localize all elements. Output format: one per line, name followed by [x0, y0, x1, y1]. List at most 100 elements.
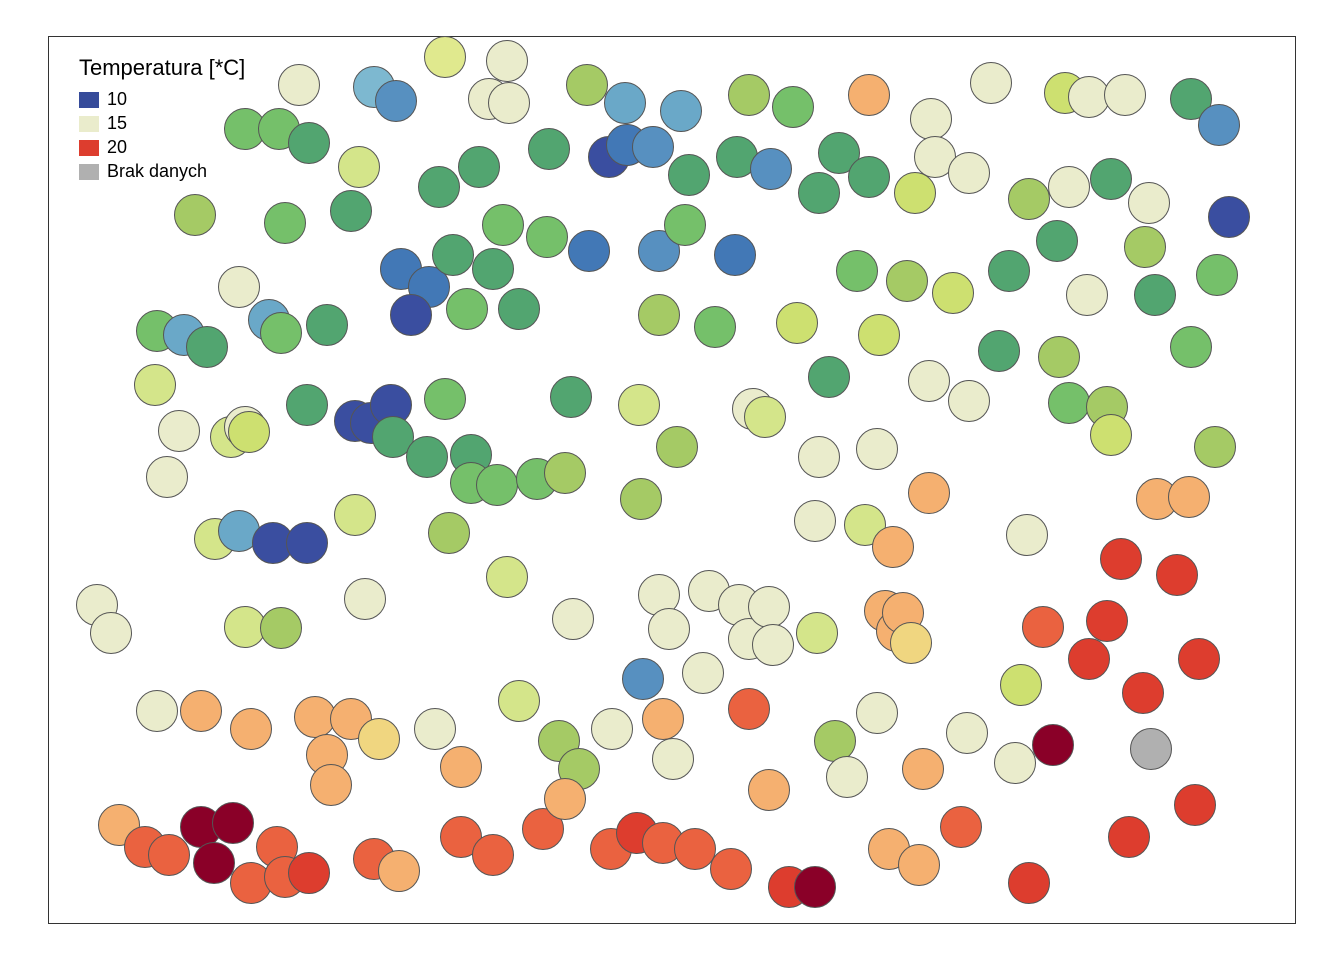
- data-point: [908, 472, 950, 514]
- data-point: [948, 152, 990, 194]
- data-point: [406, 436, 448, 478]
- data-point: [748, 769, 790, 811]
- data-point: [652, 738, 694, 780]
- data-point: [286, 522, 328, 564]
- data-point: [1036, 220, 1078, 262]
- data-point: [1170, 326, 1212, 368]
- data-point: [796, 612, 838, 654]
- data-point: [668, 154, 710, 196]
- data-point: [908, 360, 950, 402]
- data-point: [566, 64, 608, 106]
- data-point: [1168, 476, 1210, 518]
- data-point: [618, 384, 660, 426]
- legend-item-1: 15: [79, 113, 245, 134]
- data-point: [278, 64, 320, 106]
- plot-area: Temperatura [*C] 101520Brak danych: [48, 36, 1296, 924]
- data-point: [1048, 382, 1090, 424]
- data-point: [428, 512, 470, 554]
- data-point: [310, 764, 352, 806]
- legend-swatch: [79, 116, 99, 132]
- data-point: [848, 74, 890, 116]
- legend-label: 20: [107, 137, 127, 158]
- data-point: [544, 452, 586, 494]
- data-point: [794, 500, 836, 542]
- legend-item-2: 20: [79, 137, 245, 158]
- data-point: [682, 652, 724, 694]
- data-point: [193, 842, 235, 884]
- data-point: [932, 272, 974, 314]
- data-point: [836, 250, 878, 292]
- data-point: [446, 288, 488, 330]
- data-point: [714, 234, 756, 276]
- data-point: [498, 288, 540, 330]
- data-point: [744, 396, 786, 438]
- data-point: [358, 718, 400, 760]
- data-point: [1208, 196, 1250, 238]
- data-point: [486, 40, 528, 82]
- data-point: [808, 356, 850, 398]
- legend-label: Brak danych: [107, 161, 207, 182]
- data-point: [482, 204, 524, 246]
- data-point: [638, 294, 680, 336]
- data-point: [488, 82, 530, 124]
- legend-label: 10: [107, 89, 127, 110]
- data-point: [994, 742, 1036, 784]
- data-point: [978, 330, 1020, 372]
- data-point: [1122, 672, 1164, 714]
- data-point: [134, 364, 176, 406]
- data-point: [694, 306, 736, 348]
- data-point: [228, 411, 270, 453]
- data-point: [440, 746, 482, 788]
- legend-swatch: [79, 140, 99, 156]
- chart-container: Temperatura [*C] 101520Brak danych: [48, 36, 1296, 924]
- data-point: [1198, 104, 1240, 146]
- data-point: [752, 624, 794, 666]
- data-point: [748, 586, 790, 628]
- data-point: [174, 194, 216, 236]
- data-point: [136, 690, 178, 732]
- data-point: [772, 86, 814, 128]
- data-point: [1090, 414, 1132, 456]
- data-point: [848, 156, 890, 198]
- data-point: [424, 378, 466, 420]
- data-point: [604, 82, 646, 124]
- data-point: [1000, 664, 1042, 706]
- data-point: [1066, 274, 1108, 316]
- data-point: [1048, 166, 1090, 208]
- data-point: [458, 146, 500, 188]
- data-point: [146, 456, 188, 498]
- data-point: [622, 658, 664, 700]
- data-point: [544, 778, 586, 820]
- data-point: [750, 148, 792, 190]
- data-point: [286, 384, 328, 426]
- data-point: [894, 172, 936, 214]
- data-point: [1156, 554, 1198, 596]
- data-point: [260, 312, 302, 354]
- data-point: [1194, 426, 1236, 468]
- data-point: [1008, 862, 1050, 904]
- data-point: [664, 204, 706, 246]
- data-point: [728, 688, 770, 730]
- data-point: [710, 848, 752, 890]
- data-point: [1128, 182, 1170, 224]
- data-point: [390, 294, 432, 336]
- data-point: [230, 708, 272, 750]
- legend: Temperatura [*C] 101520Brak danych: [79, 55, 245, 185]
- data-point: [856, 692, 898, 734]
- data-point: [728, 74, 770, 116]
- data-point: [1090, 158, 1132, 200]
- data-point: [158, 410, 200, 452]
- data-point: [472, 248, 514, 290]
- data-point: [648, 608, 690, 650]
- data-point: [948, 380, 990, 422]
- data-point: [288, 122, 330, 164]
- data-point: [344, 578, 386, 620]
- data-point: [260, 607, 302, 649]
- data-point: [1022, 606, 1064, 648]
- data-point: [794, 866, 836, 908]
- data-point: [1108, 816, 1150, 858]
- legend-swatch: [79, 92, 99, 108]
- data-point: [988, 250, 1030, 292]
- data-point: [1008, 178, 1050, 220]
- data-point: [552, 598, 594, 640]
